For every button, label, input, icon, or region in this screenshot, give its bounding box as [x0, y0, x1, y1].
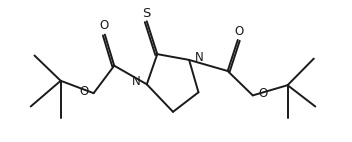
Text: O: O: [234, 25, 243, 38]
Text: N: N: [132, 75, 141, 88]
Text: O: O: [258, 87, 267, 100]
Text: O: O: [100, 19, 109, 32]
Text: N: N: [195, 51, 204, 64]
Text: O: O: [79, 85, 88, 98]
Text: S: S: [143, 7, 151, 20]
